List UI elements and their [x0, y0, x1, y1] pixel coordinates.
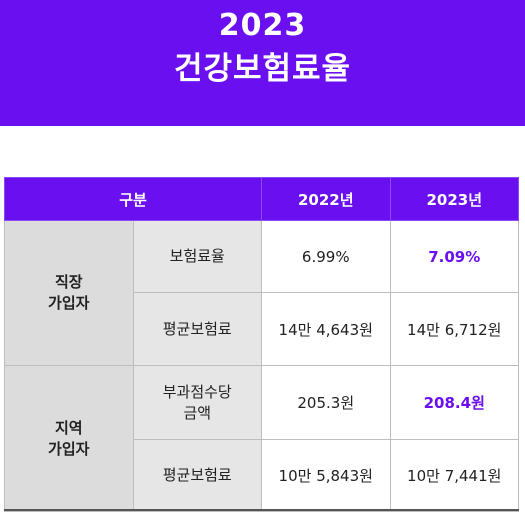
table-row: 평균보험료 14만 4,643원 14만 6,712원	[5, 292, 519, 366]
item-label: 보험료율	[132, 220, 262, 293]
header-title: 건강보험료율	[173, 51, 352, 87]
group-label-text: 직장 가입자	[48, 273, 90, 312]
insurance-rate-table: 구분 2022년 2023년 직장 가입자 보험료율 6.99% 7.09% 평…	[4, 177, 519, 512]
item-label: 평균보험료	[132, 439, 262, 512]
group-label-regional: 지역 가입자	[4, 365, 134, 512]
value-2022: 10만 5,843원	[261, 439, 391, 512]
table-row: 평균보험료 10만 5,843원 10만 7,441원	[5, 439, 519, 512]
column-header-2022: 2022년	[261, 177, 391, 221]
column-header-2023: 2023년	[389, 177, 519, 221]
value-2023: 10만 7,441원	[389, 439, 519, 512]
table-header-row: 구분 2022년 2023년	[4, 177, 519, 221]
value-2023-highlight: 7.09%	[389, 220, 519, 293]
header-year: 2023	[218, 8, 307, 43]
table-row: 직장 가입자 보험료율 6.99% 7.09%	[4, 220, 519, 366]
item-label: 부과점수당 금액	[132, 365, 262, 440]
value-2023: 14만 6,712원	[389, 292, 519, 366]
table-bottom-border	[4, 509, 519, 511]
value-2023-highlight: 208.4원	[389, 365, 519, 440]
value-2022: 14만 4,643원	[261, 292, 391, 366]
group-label-employee: 직장 가입자	[4, 220, 134, 366]
table-row: 지역 가입자 부과점수당 금액 205.3원 208.4원	[4, 365, 519, 512]
value-2022: 6.99%	[261, 220, 391, 293]
item-label: 평균보험료	[132, 292, 262, 366]
value-2022: 205.3원	[261, 365, 391, 440]
column-header-category: 구분	[4, 177, 262, 221]
header-banner: 2023 건강보험료율	[0, 0, 525, 126]
group-label-text: 지역 가입자	[48, 418, 90, 458]
